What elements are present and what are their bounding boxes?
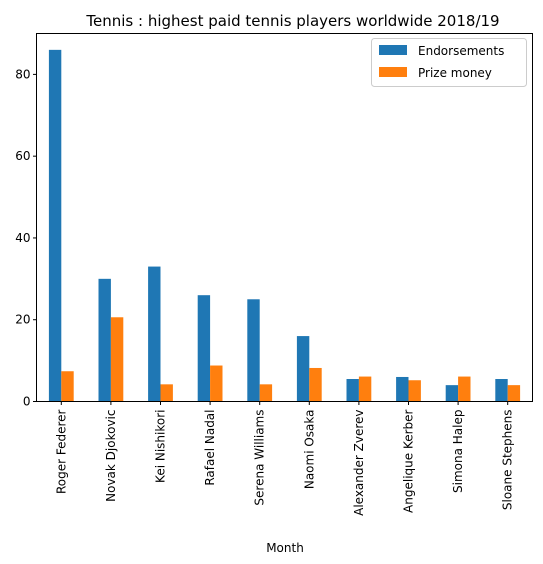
bars-layer bbox=[48, 49, 521, 402]
y-axis: 0 20 40 60 80 bbox=[15, 67, 37, 409]
bar-endorsements-rafael-nadal bbox=[197, 295, 211, 402]
legend-frame bbox=[371, 38, 527, 87]
bar-prize-money-serena-williams bbox=[259, 384, 273, 402]
bar-endorsements-alexander-zverev bbox=[346, 379, 359, 402]
bar-endorsements-angelique-kerber bbox=[396, 376, 409, 402]
bar-endorsements-simona-halep bbox=[445, 385, 459, 402]
bar-endorsements-naomi-osaka bbox=[296, 336, 310, 402]
y-tick-label: 20 bbox=[15, 313, 30, 327]
legend-label-endorsements: Endorsements bbox=[418, 44, 504, 58]
x-tick-label-alexander-zverev: Alexander Zverev bbox=[352, 410, 366, 516]
x-axis: Roger Federer Novak Djokovic Kei Nishikori… bbox=[54, 401, 515, 516]
bar-prize-money-roger-federer bbox=[61, 371, 74, 402]
bar-prize-money-angelique-kerber bbox=[408, 380, 421, 402]
bar-prize-money-naomi-osaka bbox=[309, 367, 322, 402]
bar-endorsements-novak-djokovic bbox=[98, 278, 111, 402]
x-axis-label: Month bbox=[266, 541, 304, 555]
y-tick-label: 60 bbox=[15, 149, 30, 163]
y-tick-label: 0 bbox=[23, 395, 31, 409]
x-tick-label-novak-djokovic: Novak Djokovic bbox=[104, 410, 118, 502]
bar-prize-money-rafael-nadal bbox=[210, 365, 223, 402]
legend-swatch-endorsements bbox=[379, 45, 407, 55]
legend-label-prize-money: Prize money bbox=[418, 66, 492, 80]
x-tick-label-rafael-nadal: Rafael Nadal bbox=[203, 410, 217, 486]
bar-endorsements-kei-nishikori bbox=[148, 266, 161, 402]
bar-endorsements-sloane-stephens bbox=[495, 379, 508, 402]
plot-frame bbox=[36, 33, 533, 402]
bar-prize-money-simona-halep bbox=[458, 376, 471, 402]
legend-swatch-prize-money bbox=[379, 67, 407, 77]
chart-title: Tennis : highest paid tennis players wor… bbox=[85, 12, 499, 30]
x-tick-label-simona-halep: Simona Halep bbox=[451, 410, 465, 493]
y-tick-label: 80 bbox=[15, 67, 30, 81]
bar-prize-money-sloane-stephens bbox=[507, 385, 521, 402]
y-tick-label: 40 bbox=[15, 231, 30, 245]
x-tick-label-sloane-stephens: Sloane Stephens bbox=[501, 410, 515, 511]
bar-prize-money-alexander-zverev bbox=[358, 376, 372, 402]
legend: Endorsements Prize money bbox=[371, 38, 527, 87]
x-tick-label-naomi-osaka: Naomi Osaka bbox=[302, 410, 316, 490]
bar-endorsements-roger-federer bbox=[48, 49, 62, 402]
x-tick-label-angelique-kerber: Angelique Kerber bbox=[402, 409, 416, 512]
bar-endorsements-serena-williams bbox=[247, 299, 260, 402]
bar-prize-money-novak-djokovic bbox=[110, 317, 124, 402]
x-tick-label-serena-williams: Serena Williams bbox=[253, 410, 267, 506]
x-tick-label-kei-nishikori: Kei Nishikori bbox=[154, 410, 168, 483]
bar-prize-money-kei-nishikori bbox=[160, 384, 173, 402]
x-tick-label-roger-federer: Roger Federer bbox=[54, 409, 68, 494]
